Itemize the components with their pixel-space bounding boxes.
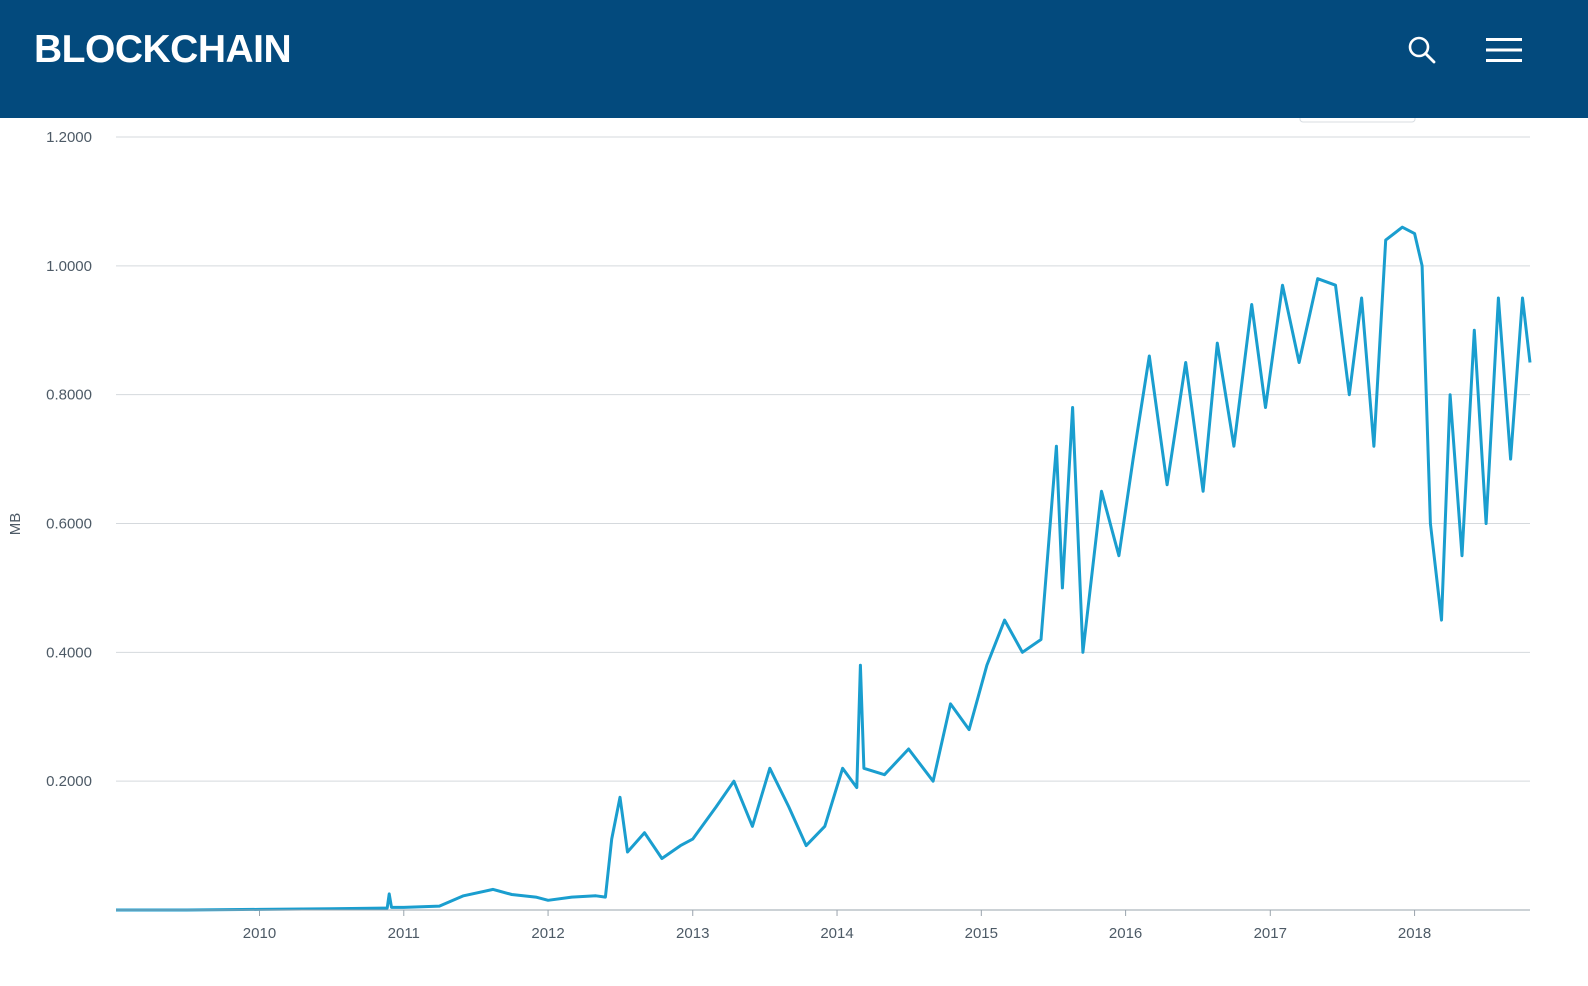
x-axis-ticks: 2010 2011 2012 2013 2014 2015 2016 2017 2018	[243, 910, 1431, 942]
search-icon	[1408, 36, 1436, 64]
x-tick-label: 2016	[1109, 925, 1142, 942]
series-line	[116, 225, 1532, 912]
hamburger-menu-icon	[1486, 38, 1522, 62]
x-tick-label: 2013	[676, 925, 709, 942]
x-tick-label: 2017	[1254, 925, 1287, 942]
gridlines	[116, 136, 1530, 782]
x-tick-label: 2018	[1398, 925, 1431, 942]
menu-button[interactable]	[1482, 28, 1526, 72]
range-selector-button[interactable]	[1299, 111, 1416, 123]
y-axis-label: MB	[7, 513, 24, 536]
x-tick-label: 2010	[243, 925, 276, 942]
x-tick-label: 2012	[531, 925, 564, 942]
blockchain-logo[interactable]: BLOCKCHAIN	[34, 28, 292, 71]
y-tick-label: 0.2000	[46, 773, 92, 790]
y-tick-label: 0.6000	[46, 516, 92, 533]
chart-area: 0.2000 0.4000 0.6000 0.8000 1.0000 1.2000 201…	[0, 111, 1588, 981]
block-size-chart: 0.2000 0.4000 0.6000 0.8000 1.0000 1.2000 201…	[7, 111, 1532, 942]
x-tick-label: 2015	[965, 925, 998, 942]
search-button[interactable]	[1400, 28, 1444, 72]
y-tick-label: 0.8000	[46, 387, 92, 404]
x-tick-label: 2011	[388, 925, 420, 942]
y-tick-label: 0.4000	[46, 644, 92, 661]
y-axis-ticks: 0.2000 0.4000 0.6000 0.8000 1.0000 1.2000	[46, 129, 92, 790]
y-tick-label: 1.0000	[46, 258, 92, 275]
x-tick-label: 2014	[820, 925, 853, 942]
site-header: BLOCKCHAIN	[0, 0, 1588, 118]
y-tick-label: 1.2000	[46, 129, 92, 146]
